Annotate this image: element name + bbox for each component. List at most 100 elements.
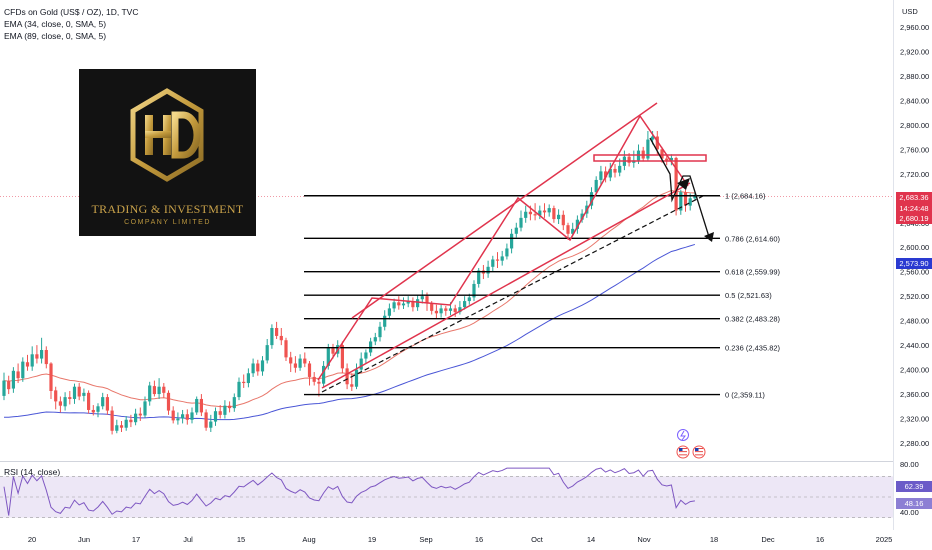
candle-body — [477, 270, 481, 284]
candle-body — [307, 363, 312, 377]
time-tick-label: 16 — [816, 535, 824, 544]
channel-lower-line — [321, 182, 691, 389]
flag-stripe — [679, 451, 687, 453]
time-tick-label: 15 — [237, 535, 245, 544]
rsi-tick-label: 40.00 — [900, 508, 919, 517]
candle-body — [63, 397, 67, 407]
price-tick-label: 2,760.00 — [900, 145, 929, 154]
trend-drawings[interactable] — [317, 102, 714, 393]
candle-body — [369, 341, 373, 353]
flag-stripe — [695, 451, 703, 453]
price-axis[interactable]: 2,960.00 2,920.00 2,880.00 2,840.00 2,800.00… — [900, 23, 929, 517]
candle-body — [430, 303, 434, 311]
candle-body — [101, 397, 105, 407]
rsi-legend[interactable]: RSI (14, close) — [4, 467, 61, 477]
candle-body — [674, 157, 678, 211]
candle-body — [232, 397, 236, 409]
candle-body — [416, 299, 420, 308]
price-tick-label: 2,320.00 — [900, 415, 929, 424]
rsi-value-tag-upper[interactable]: 62.39 — [896, 481, 932, 492]
candle-body — [209, 421, 213, 428]
candle-body — [256, 363, 260, 372]
time-tick-label: 16 — [475, 535, 483, 544]
candle-body — [96, 406, 100, 412]
candle-body — [392, 302, 396, 309]
ema-89-line — [3, 243, 696, 421]
candle-body — [82, 392, 86, 396]
symbol-title[interactable]: CFDs on Gold (US$ / OZ), 1D, TVC — [4, 7, 139, 17]
candle-body — [171, 410, 175, 421]
candle-body — [444, 308, 448, 311]
candle-body — [519, 217, 523, 228]
price-tick-label: 2,880.00 — [900, 72, 929, 81]
pane-divider[interactable] — [0, 461, 893, 462]
candle-body — [571, 228, 575, 234]
candle-body — [16, 371, 20, 379]
candle-body — [157, 386, 161, 395]
lightning-event-icon[interactable] — [677, 429, 689, 441]
candle-body — [505, 248, 509, 257]
ema-34-legend[interactable]: EMA (34, close, 0, SMA, 5) — [4, 19, 107, 29]
time-tick-label: Dec — [761, 535, 775, 544]
candle-body — [448, 308, 453, 311]
candle-body — [105, 397, 109, 411]
channel-upper-line — [351, 102, 658, 319]
candle-body — [176, 418, 180, 421]
candle-body — [317, 381, 321, 384]
candle-body — [528, 211, 532, 215]
candle-body — [566, 225, 570, 234]
flag-stripe — [679, 448, 687, 449]
time-tick-label: 18 — [710, 535, 718, 544]
candle-body — [270, 327, 274, 346]
candle-body — [608, 168, 612, 178]
ema-34-tag[interactable]: 2,680.19 — [896, 213, 932, 224]
candle-body — [195, 398, 199, 413]
price-tick-label: 2,920.00 — [900, 47, 929, 56]
candle-body — [331, 348, 335, 354]
candle-body — [589, 192, 594, 206]
candle-body — [11, 370, 15, 389]
candle-body — [495, 259, 500, 261]
candle-body — [524, 211, 528, 218]
time-axis[interactable]: 20 Jun 17 Jul 15 Aug 19 Sep 16 Oct 14 Nov 18 Dec 16 202… — [28, 535, 893, 544]
candle-body — [655, 136, 659, 150]
time-tick-label: Jun — [78, 535, 90, 544]
candle-body — [345, 368, 349, 385]
fibonacci-retracement[interactable]: 1 (2,684.16) 0.786 (2,614.60) 0.618 (2,559… — [304, 192, 781, 400]
lightning-glyph-icon — [680, 430, 686, 441]
candle-body — [491, 259, 495, 267]
candle-body — [152, 386, 156, 395]
time-tick-label: Aug — [302, 535, 315, 544]
fib-level-label: 0.618 (2,559.99) — [725, 268, 781, 277]
candle-body — [420, 296, 424, 300]
candle-body — [54, 390, 58, 402]
rsi-pane[interactable] — [0, 467, 893, 518]
candle-body — [293, 363, 297, 368]
rsi-tick-label: 80.00 — [900, 460, 919, 469]
time-tick-label: 19 — [368, 535, 376, 544]
candle-body — [627, 156, 631, 163]
time-tick-label: 14 — [587, 535, 595, 544]
ema-89-tag[interactable]: 2,573.90 — [896, 258, 932, 269]
candle-body — [260, 360, 265, 372]
candle-body — [204, 412, 208, 428]
candle-body — [40, 350, 44, 359]
candle-body — [486, 266, 490, 274]
candle-body — [218, 411, 222, 415]
currency-label[interactable]: USD — [902, 7, 918, 16]
candle-body — [359, 358, 363, 370]
price-tick-label: 2,480.00 — [900, 317, 929, 326]
flag-canton — [695, 448, 699, 451]
candle-body — [246, 373, 250, 384]
arrow-head-icon — [677, 178, 690, 190]
candle-body — [181, 414, 185, 419]
last-price-tag[interactable]: 2,683.36 14:24:48 — [896, 192, 932, 214]
event-markers[interactable] — [676, 429, 706, 459]
time-tick-label: Nov — [637, 535, 651, 544]
candle-body — [322, 365, 326, 384]
ema-89-legend[interactable]: EMA (89, close, 0, SMA, 5) — [4, 31, 107, 41]
rsi-value-tag-lower[interactable]: 48.16 — [896, 498, 932, 509]
ema-34-line — [3, 189, 695, 408]
candle-body — [580, 213, 584, 220]
